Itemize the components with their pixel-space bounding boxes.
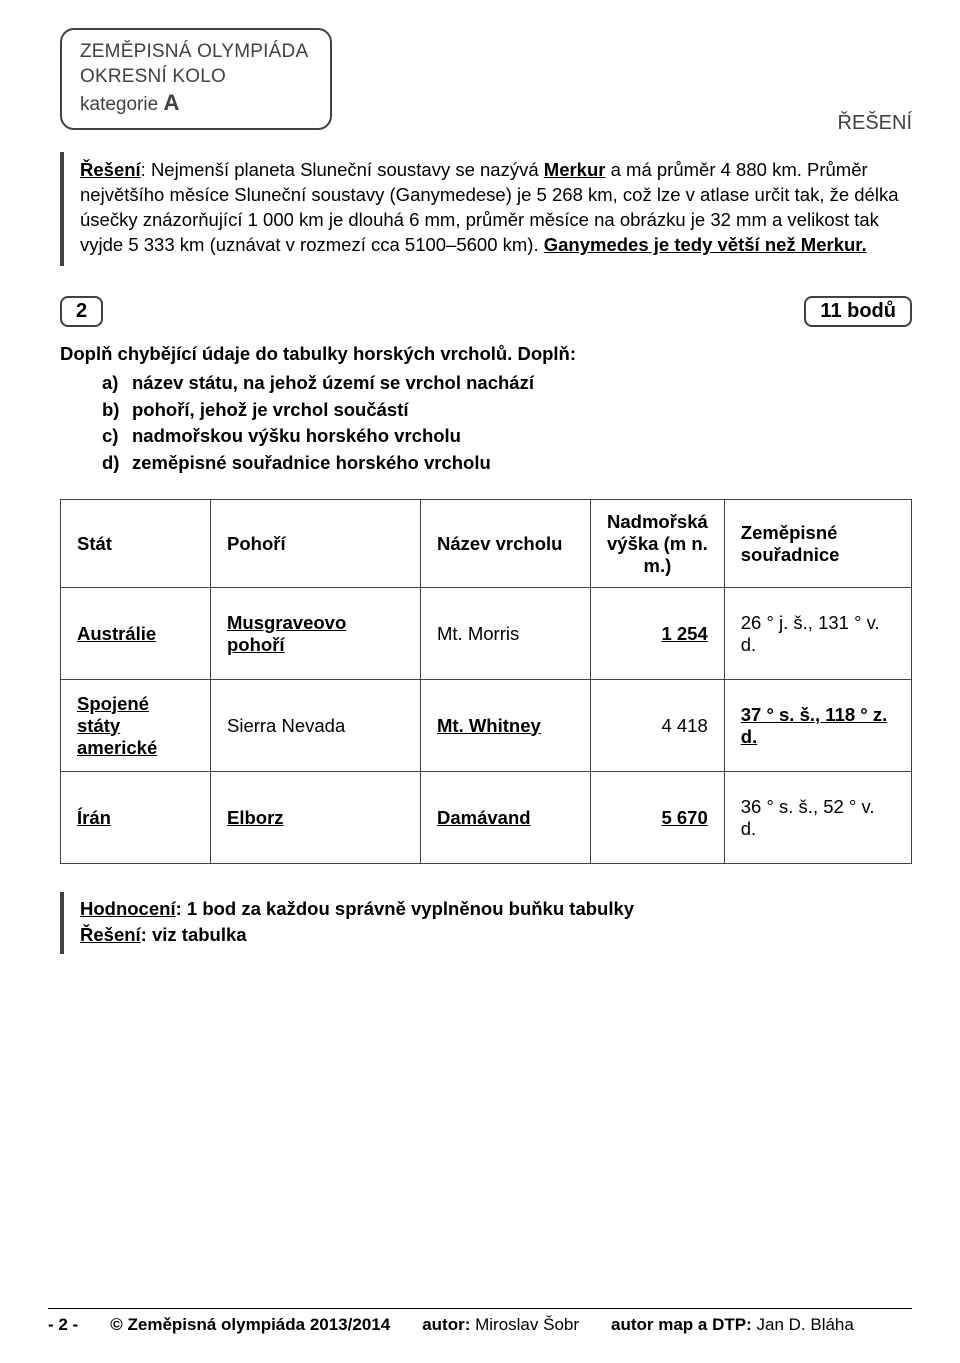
table-row: ÍránElborzDamávand5 67036 ° s. š., 52 ° … bbox=[61, 772, 912, 864]
th-pohori: Pohoří bbox=[211, 500, 421, 588]
task-item: c)nadmořskou výšku horského vrcholu bbox=[102, 423, 912, 450]
task-item-marker: d) bbox=[102, 450, 132, 477]
table-row: AustrálieMusgraveovo pohoříMt. Morris1 2… bbox=[61, 588, 912, 680]
footer-maps-author: autor map a DTP: Jan D. Bláha bbox=[611, 1315, 854, 1335]
task-item: b)pohoří, jehož je vrchol součástí bbox=[102, 397, 912, 424]
evaluation-line1: Hodnocení: 1 bod za každou správně vypln… bbox=[80, 896, 900, 922]
eval-l1-rest: : 1 bod za každou správně vyplněnou buňk… bbox=[176, 898, 634, 919]
table-header-row: Stát Pohoří Název vrcholu Nadmořská výšk… bbox=[61, 500, 912, 588]
points-badge: 11 bodů bbox=[804, 296, 912, 327]
task-text: Doplň chybějící údaje do tabulky horskýc… bbox=[60, 341, 912, 477]
eval-l2-prefix: Řešení bbox=[80, 924, 141, 945]
table-cell: 37 ° s. š., 118 ° z. d. bbox=[724, 680, 911, 772]
table-cell: 26 ° j. š., 131 ° v. d. bbox=[724, 588, 911, 680]
task-item: a)název státu, na jehož území se vrchol … bbox=[102, 370, 912, 397]
task-item-text: pohoří, jehož je vrchol součástí bbox=[132, 399, 409, 420]
task-item-text: název státu, na jehož území se vrchol na… bbox=[132, 372, 534, 393]
peaks-table: Stát Pohoří Název vrcholu Nadmořská výšk… bbox=[60, 499, 912, 864]
evaluation-line2: Řešení: viz tabulka bbox=[80, 922, 900, 948]
table-cell: 5 670 bbox=[591, 772, 725, 864]
table-cell: Spojené státy americké bbox=[61, 680, 211, 772]
table-cell: Mt. Whitney bbox=[421, 680, 591, 772]
task-lead: Doplň chybějící údaje do tabulky horskýc… bbox=[60, 341, 912, 368]
solution-label: ŘEŠENÍ bbox=[838, 112, 912, 135]
task-item-text: zeměpisné souřadnice horského vrcholu bbox=[132, 452, 491, 473]
evaluation-box: Hodnocení: 1 bod za každou správně vypln… bbox=[60, 892, 912, 954]
category-letter: A bbox=[163, 90, 179, 115]
header-line3: kategorie A bbox=[80, 89, 308, 118]
task-item: d)zeměpisné souřadnice horského vrcholu bbox=[102, 450, 912, 477]
solution-box: Řešení: Nejmenší planeta Sluneční sousta… bbox=[60, 152, 912, 266]
table-cell: Írán bbox=[61, 772, 211, 864]
task-row: 2 11 bodů bbox=[60, 296, 912, 327]
table-cell: Elborz bbox=[211, 772, 421, 864]
header-line2: OKRESNÍ KOLO bbox=[80, 65, 308, 90]
question-number-badge: 2 bbox=[60, 296, 103, 327]
eval-l1-prefix: Hodnocení bbox=[80, 898, 176, 919]
solution-prefix: Řešení bbox=[80, 159, 141, 180]
footer-author: autor: Miroslav Šobr bbox=[422, 1315, 579, 1335]
table-cell: Sierra Nevada bbox=[211, 680, 421, 772]
th-souradnice: Zeměpisné souřadnice bbox=[724, 500, 911, 588]
table-cell: Damávand bbox=[421, 772, 591, 864]
table-cell: 1 254 bbox=[591, 588, 725, 680]
th-nazev: Název vrcholu bbox=[421, 500, 591, 588]
solution-t1: : Nejmenší planeta Sluneční soustavy se … bbox=[141, 159, 544, 180]
task-item-marker: a) bbox=[102, 370, 132, 397]
footer-copyright: © Zeměpisná olympiáda 2013/2014 bbox=[110, 1315, 390, 1335]
page-number: - 2 - bbox=[48, 1315, 78, 1335]
solution-gany: Ganymedes je tedy větší než Merkur. bbox=[544, 234, 867, 255]
header-line1: ZEMĚPISNÁ OLYMPIÁDA bbox=[80, 40, 308, 65]
table-cell: 4 418 bbox=[591, 680, 725, 772]
eval-l2-rest: : viz tabulka bbox=[141, 924, 247, 945]
task-item-list: a)název státu, na jehož území se vrchol … bbox=[60, 370, 912, 477]
table-cell: 36 ° s. š., 52 ° v. d. bbox=[724, 772, 911, 864]
th-vyska: Nadmořská výška (m n. m.) bbox=[591, 500, 725, 588]
task-item-marker: c) bbox=[102, 423, 132, 450]
footer: - 2 - © Zeměpisná olympiáda 2013/2014 au… bbox=[48, 1308, 912, 1335]
task-item-marker: b) bbox=[102, 397, 132, 424]
task-item-text: nadmořskou výšku horského vrcholu bbox=[132, 425, 461, 446]
table-row: Spojené státy americkéSierra NevadaMt. W… bbox=[61, 680, 912, 772]
category-prefix: kategorie bbox=[80, 94, 163, 115]
header-box: ZEMĚPISNÁ OLYMPIÁDA OKRESNÍ KOLO kategor… bbox=[60, 28, 332, 130]
table-body: AustrálieMusgraveovo pohoříMt. Morris1 2… bbox=[61, 588, 912, 864]
table-cell: Mt. Morris bbox=[421, 588, 591, 680]
table-cell: Musgraveovo pohoří bbox=[211, 588, 421, 680]
table-cell: Austrálie bbox=[61, 588, 211, 680]
th-stat: Stát bbox=[61, 500, 211, 588]
solution-mercury: Merkur bbox=[544, 159, 606, 180]
